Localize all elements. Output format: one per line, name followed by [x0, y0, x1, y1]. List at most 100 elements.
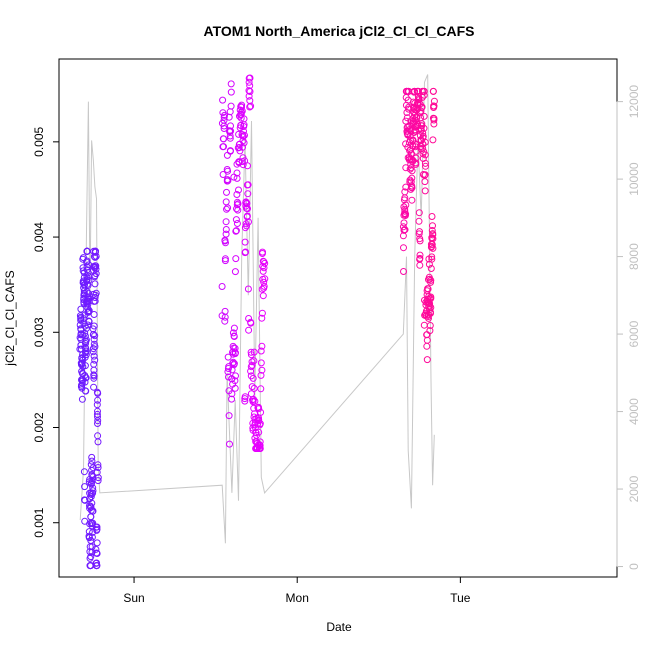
data-point — [232, 227, 240, 235]
data-point — [239, 143, 246, 151]
data-point — [426, 308, 434, 316]
data-point — [92, 262, 100, 270]
data-point — [421, 151, 429, 159]
data-point — [92, 265, 100, 273]
data-point — [81, 332, 89, 340]
data-point — [224, 167, 232, 175]
data-point — [222, 226, 230, 233]
data-point — [93, 525, 101, 533]
data-point — [90, 374, 98, 382]
data-point — [416, 251, 424, 259]
data-point — [233, 205, 240, 213]
data-point — [227, 88, 235, 96]
data-point — [259, 267, 267, 275]
data-point — [249, 374, 257, 382]
data-point — [256, 420, 264, 428]
data-point — [227, 127, 235, 135]
data-point — [227, 80, 235, 88]
data-point — [428, 253, 436, 261]
data-point — [226, 132, 234, 140]
data-point — [402, 210, 410, 218]
data-point — [426, 322, 434, 329]
data-point — [228, 395, 236, 403]
data-point — [428, 213, 436, 220]
data-point — [241, 393, 249, 401]
data-point — [420, 321, 428, 329]
chart-title: ATOM1 North_America jCl2_Cl_Cl_CAFS — [204, 23, 475, 39]
data-point — [91, 356, 99, 364]
data-point — [250, 384, 258, 392]
data-point — [411, 87, 419, 95]
data-point — [220, 143, 227, 151]
data-point — [257, 371, 265, 379]
data-point — [257, 347, 265, 355]
data-point — [260, 264, 268, 272]
data-point — [417, 107, 425, 115]
data-point — [406, 165, 414, 173]
data-point — [239, 161, 247, 169]
data-point — [423, 336, 431, 344]
data-point — [255, 405, 263, 413]
data-point — [233, 174, 241, 182]
data-point — [89, 345, 97, 353]
data-point — [87, 491, 95, 498]
data-point — [222, 230, 230, 238]
data-point — [94, 464, 102, 471]
data-point — [226, 440, 233, 448]
data-point — [241, 224, 249, 232]
data-point — [232, 255, 240, 263]
data-point — [81, 483, 89, 491]
data-point — [420, 148, 428, 156]
data-point — [420, 91, 428, 99]
data-point — [248, 361, 256, 369]
data-point — [94, 396, 102, 404]
data-point — [93, 401, 101, 409]
data-point — [419, 132, 427, 140]
data-point — [257, 359, 265, 367]
data-point — [88, 457, 96, 465]
data-point — [88, 499, 96, 507]
y-tick-label: 0.004 — [32, 222, 46, 252]
data-point — [93, 539, 101, 547]
data-point — [221, 317, 229, 325]
data-point — [81, 329, 89, 337]
data-point — [231, 377, 239, 385]
data-point — [255, 428, 263, 436]
data-point — [241, 397, 249, 405]
data-point — [256, 445, 264, 452]
data-point — [233, 201, 241, 209]
data-point — [419, 129, 427, 137]
y2-tick-label: 6000 — [627, 320, 641, 347]
data-point — [90, 311, 98, 318]
data-point — [94, 417, 102, 425]
data-point — [227, 102, 235, 110]
data-point — [247, 102, 255, 110]
data-point — [402, 164, 410, 172]
data-point — [85, 528, 93, 536]
data-point — [241, 157, 249, 165]
data-point — [415, 217, 423, 225]
data-point — [226, 108, 234, 116]
data-point — [416, 254, 424, 262]
data-point — [224, 368, 232, 376]
y2-tick-label: 10000 — [627, 162, 641, 196]
data-point — [246, 103, 254, 111]
data-point — [429, 244, 437, 252]
data-point — [428, 255, 436, 263]
data-point — [92, 270, 100, 278]
secondary-line-layer — [79, 74, 435, 544]
data-point — [83, 257, 91, 265]
data-point — [81, 378, 89, 386]
data-point — [230, 360, 238, 368]
data-point — [416, 261, 424, 269]
data-point — [430, 97, 438, 105]
data-point — [408, 167, 416, 175]
data-point — [218, 283, 226, 290]
data-point — [228, 390, 236, 398]
data-point — [421, 178, 429, 186]
data-point — [82, 347, 90, 355]
data-point — [78, 359, 86, 367]
data-point — [252, 429, 260, 437]
data-point — [235, 144, 243, 151]
data-point — [85, 276, 93, 284]
